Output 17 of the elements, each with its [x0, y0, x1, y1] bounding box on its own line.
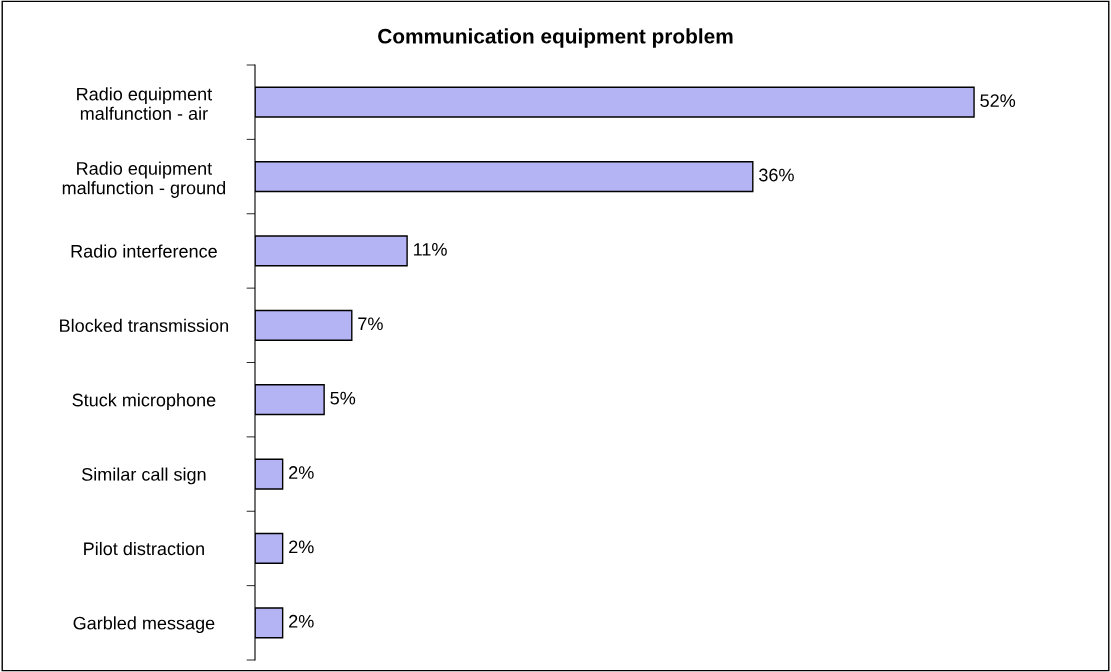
data-label: 2%: [289, 540, 314, 554]
y-tick-label: Stuck microphone: [72, 393, 216, 410]
y-tick-label: Radio equipment malfunction - air: [77, 87, 213, 120]
data-label: 11%: [414, 243, 447, 256]
y-tick-label: Pilot distraction: [84, 541, 204, 556]
y-tick-label: Radio interference: [71, 244, 217, 258]
data-label: 5%: [330, 391, 356, 405]
y-tick-label: Similar call sign: [82, 467, 206, 485]
chart-title: Communication equipment problem: [378, 28, 733, 48]
y-tick-label: Radio equipment malfunction - ground: [62, 161, 226, 198]
data-label: 2%: [289, 614, 314, 628]
data-label: 36%: [759, 168, 794, 182]
data-label: 7%: [358, 317, 383, 331]
data-label: 2%: [289, 466, 314, 479]
y-tick-label: Blocked transmission: [60, 318, 229, 333]
data-label: 52%: [980, 94, 1016, 108]
y-tick-label: Garbled message: [73, 616, 215, 634]
